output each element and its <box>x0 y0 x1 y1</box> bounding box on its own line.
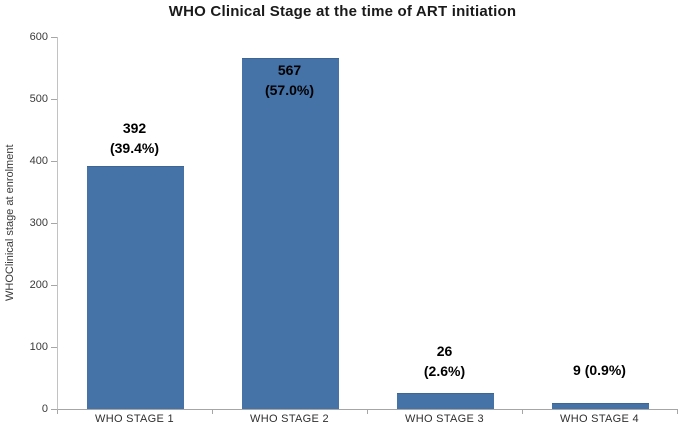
data-label-who-stage-2: 567 (57.0%) <box>212 60 367 100</box>
data-label-who-stage-1: 392 (39.4%) <box>57 118 212 158</box>
y-tick-mark <box>51 347 57 348</box>
y-tick-label-100: 100 <box>29 341 48 353</box>
data-label-who-stage-3: 26 (2.6%) <box>367 341 522 381</box>
y-tick-mark <box>51 285 57 286</box>
y-tick-label-600: 600 <box>29 31 48 43</box>
x-tick-mark <box>57 410 58 414</box>
data-label-line: 567 <box>277 62 302 78</box>
data-label-line: 392 <box>122 120 147 136</box>
x-category-label-who-stage-2: WHO STAGE 2 <box>250 413 329 425</box>
x-tick-mark <box>677 410 678 414</box>
y-tick-label-300: 300 <box>29 217 48 229</box>
bar-who-stage-4 <box>552 403 649 409</box>
bar-who-stage-3 <box>397 392 494 409</box>
x-category-label-who-stage-1: WHO STAGE 1 <box>95 413 174 425</box>
y-tick-label-0: 0 <box>41 403 48 415</box>
y-tick-mark <box>51 99 57 100</box>
y-tick-mark <box>51 161 57 162</box>
bar-who-stage-2 <box>242 57 339 409</box>
y-tick-mark <box>51 409 57 410</box>
data-label-line: (2.6%) <box>423 363 466 379</box>
data-label-line: (57.0%) <box>264 82 315 98</box>
y-tick-label-200: 200 <box>29 279 48 291</box>
data-label-line: 26 <box>436 343 453 359</box>
data-label-line: (39.4%) <box>109 140 160 156</box>
y-tick-mark <box>51 223 57 224</box>
chart-title: WHO Clinical Stage at the time of ART in… <box>168 3 517 20</box>
x-tick-mark <box>367 410 368 414</box>
y-tick-label-500: 500 <box>29 93 48 105</box>
x-tick-mark <box>212 410 213 414</box>
x-category-label-who-stage-3: WHO STAGE 3 <box>405 413 484 425</box>
data-label-line: 9 (0.9%) <box>573 362 626 378</box>
x-tick-mark <box>522 410 523 414</box>
bar-who-stage-1 <box>87 166 184 409</box>
data-label-who-stage-4: 9 (0.9%) <box>522 360 677 380</box>
plot-area <box>57 37 678 410</box>
y-tick-mark <box>51 37 57 38</box>
y-tick-label-400: 400 <box>29 155 48 167</box>
x-category-label-who-stage-4: WHO STAGE 4 <box>560 413 639 425</box>
